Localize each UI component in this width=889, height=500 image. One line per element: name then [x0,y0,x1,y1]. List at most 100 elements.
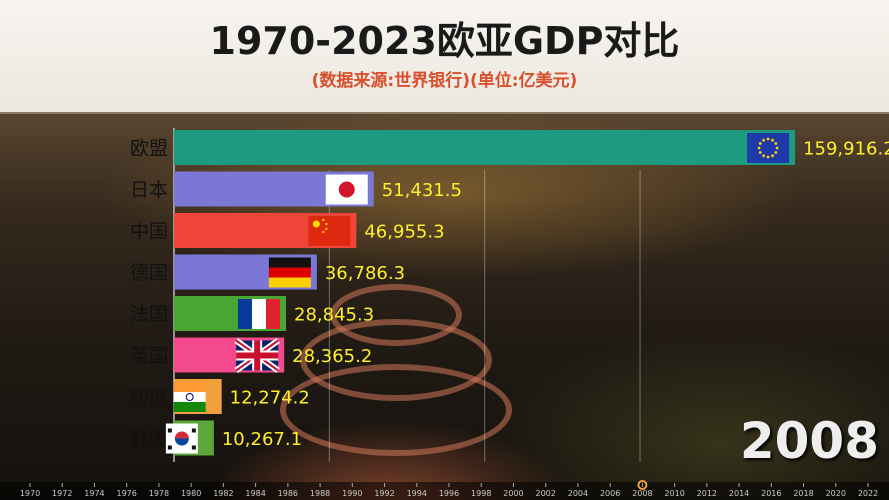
value-label: 51,431.5 [382,180,462,201]
timeline-tick-label: 2010 [664,489,684,498]
value-label: 10,267.1 [222,429,302,450]
flag-field [747,133,790,163]
flag-star [766,155,770,159]
flag-star [774,142,778,145]
korea-flag-icon [165,423,198,454]
flag-stripe [268,267,311,278]
timeline-tick-label: 1976 [117,489,137,498]
china-flag-icon [308,216,351,246]
uk-flag-icon [234,338,280,373]
value-label: 159,916.2 [803,139,889,160]
timeline-tick-label: 1990 [342,489,362,498]
timeline-tick-label: 2008 [632,489,652,498]
flag-star [322,218,325,222]
flag-star [325,222,328,226]
flag-star [762,138,765,142]
background-ring [330,284,462,346]
eu-flag-icon [747,133,790,163]
category-label: 印度 [130,387,168,409]
flag-taegeuk [174,438,189,446]
timeline-tick-label: 2004 [568,489,588,498]
timeline-tick-label: 1974 [84,489,104,498]
value-label: 36,786.3 [325,263,405,284]
germany-flag-icon [268,257,311,288]
category-label: 欧盟 [130,138,168,160]
bar-row-8: 韩国 10,267.1 [130,420,302,456]
flag-taegeuk [174,431,189,439]
flag-star [771,138,774,142]
timeline-tick-label: 2012 [697,489,717,498]
flag-star [762,154,765,158]
flag-star [775,146,779,150]
timeline-tick-label: 2018 [793,489,813,498]
value-label: 28,365.2 [292,346,372,367]
timeline-tick-label: 2022 [858,489,878,498]
flag-star [758,142,762,145]
bar-row-6: 英国 28,365.2 [130,337,372,373]
flag-stripe [173,402,206,412]
value-label: 46,955.3 [364,222,444,243]
chart-subtitle: (数据来源:世界银行)(单位:亿美元) [311,71,578,91]
value-label: 12,274.2 [230,388,310,409]
timeline-tick-label: 1972 [52,489,72,498]
flag-stripe [268,257,311,268]
flag-trigram [167,445,172,450]
chart-header: 1970-2023欧亚GDP对比 (数据来源:世界银行)(单位:亿美元) [0,0,889,114]
chart-title: 1970-2023欧亚GDP对比 [209,19,680,63]
category-label: 德国 [130,262,168,284]
flag-stripe [252,299,267,329]
timeline-tick-label: 1980 [181,489,201,498]
flag-stripe [266,299,281,329]
flag-field [308,216,351,246]
flag-stripe [268,277,311,288]
bar [174,130,796,165]
flag-star [758,151,762,154]
flag-star [325,227,328,231]
flag-star [771,154,774,158]
category-label: 英国 [130,345,168,367]
flag-trigram [167,428,172,433]
flag-star [774,151,778,154]
flag-trigram [191,428,196,433]
bar-row-5: 法国 28,845.3 [130,296,374,331]
flag-stripe [173,392,206,402]
bar-row-4: 德国 36,786.3 [130,254,405,290]
timeline-tick-label: 1982 [213,489,233,498]
current-year: 2008 [739,412,879,470]
timeline-marker [637,480,648,490]
bar-row-3: 中国 46,955.3 [130,213,445,248]
timeline-tick-label: 1998 [471,489,491,498]
timeline-tick-label: 1978 [149,489,169,498]
value-label: 28,845.3 [294,305,374,326]
category-label: 日本 [130,179,168,201]
flag-trigram [191,445,196,450]
category-label: 韩国 [130,428,168,450]
flag-stripe [238,299,253,329]
flag-star [757,146,761,150]
india-flag-icon [173,382,206,412]
timeline-tick-label: 1970 [20,489,40,498]
timeline-bar [0,482,889,500]
timeline-tick-label: 2020 [826,489,846,498]
timeline-tick-label: 2006 [600,489,620,498]
flag-star [312,220,320,228]
timeline-tick-label: 1994 [407,489,427,498]
timeline-tick-label: 1984 [245,489,265,498]
flag-disc [338,181,355,198]
timeline-tick-label: 2014 [729,489,749,498]
flag-wheel [185,393,194,401]
category-label: 中国 [130,221,168,243]
category-label: 法国 [130,304,168,326]
timeline-tick-label: 1992 [374,489,394,498]
background-photo [0,114,889,500]
background-ring [280,364,512,456]
france-flag-icon [238,299,281,329]
flag-star [322,230,325,234]
timeline-tick-label: 1986 [278,489,298,498]
timeline-tick-label: 1996 [439,489,459,498]
timeline-tick-label: 2002 [536,489,556,498]
timeline-tick-label: 2016 [761,489,781,498]
bar-row-2: 日本 51,431.5 [130,171,462,207]
bar-row-7: 印度 12,274.2 [130,379,310,414]
